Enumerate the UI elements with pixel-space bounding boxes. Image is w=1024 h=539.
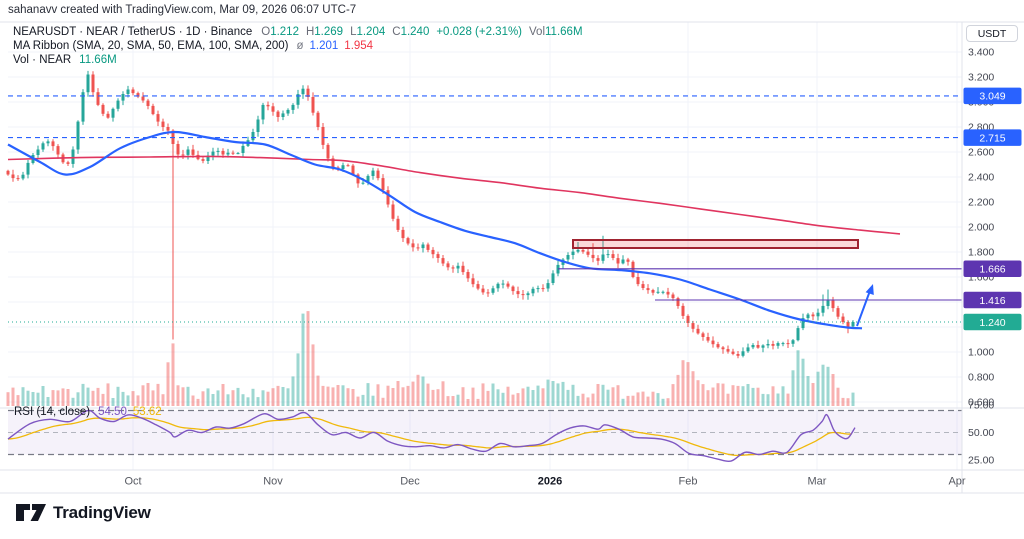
svg-text:2.000: 2.000 [968, 222, 994, 234]
close-label: C [392, 26, 401, 38]
svg-text:2.400: 2.400 [968, 172, 994, 184]
close-value: 1.240 [400, 26, 430, 38]
low-value: 1.204 [356, 26, 386, 38]
sma-50-line [7, 130, 863, 330]
svg-text:Apr: Apr [948, 476, 965, 488]
svg-text:1.000: 1.000 [968, 347, 994, 359]
svg-text:75.00: 75.00 [968, 400, 994, 412]
volume-value: 11.66M [545, 26, 583, 38]
supply-zone-box[interactable] [572, 239, 859, 249]
svg-text:1.240: 1.240 [979, 317, 1005, 329]
svg-text:Mar: Mar [808, 476, 827, 488]
currency-toggle-button[interactable]: USDT [966, 25, 1018, 42]
time-axis[interactable]: Oct Nov Dec 2026 Feb Mar Apr [124, 476, 965, 488]
window-title: sahanavv created with TradingView.com, M… [8, 4, 357, 16]
svg-text:Oct: Oct [124, 476, 141, 488]
ma-ribbon-name: MA Ribbon (SMA, 20, SMA, 50, EMA, 100, S… [13, 40, 289, 52]
svg-text:Feb: Feb [679, 476, 698, 488]
level-price-badge: 3.049 [963, 87, 1022, 105]
svg-text:3.200: 3.200 [968, 72, 994, 84]
svg-text:0.600: 0.600 [968, 397, 994, 409]
tradingview-footer-logo[interactable]: TradingView [16, 503, 151, 523]
high-label: H [305, 26, 315, 38]
rsi-line [7, 409, 856, 463]
change-value: +0.028 (+2.31%) [436, 26, 523, 38]
symbol-description: NEARUSDT · NEAR / TetherUS · 1D · Binanc… [13, 26, 253, 38]
svg-text:0.800: 0.800 [968, 372, 994, 384]
svg-text:Nov: Nov [263, 476, 283, 488]
current-price-badge: 1.240 [963, 313, 1022, 331]
legend-volume-row[interactable]: Vol · NEAR 11.66M [13, 54, 583, 68]
svg-text:3.049: 3.049 [979, 91, 1005, 103]
svg-text:1.800: 1.800 [968, 247, 994, 259]
svg-text:1.416: 1.416 [979, 295, 1005, 307]
volume-indicator-value: 11.66M [79, 54, 117, 66]
pane-borders [0, 21, 1024, 494]
ma-value-blue: 1.201 [309, 40, 339, 52]
volume-indicator-name: Vol · NEAR [13, 54, 72, 66]
price-axis[interactable]: 3.4003.2003.0002.8002.6002.4002.2002.000… [963, 47, 1022, 467]
tradingview-brand-text: TradingView [53, 503, 151, 522]
rsi-value: 54.50 [98, 406, 127, 418]
legend-ma-ribbon-row[interactable]: MA Ribbon (SMA, 20, SMA, 50, EMA, 100, S… [13, 40, 583, 54]
volume-label: Vol [529, 26, 546, 38]
svg-text:25.00: 25.00 [968, 455, 994, 467]
candlesticks [6, 70, 855, 359]
level-price-badge: 2.715 [963, 129, 1022, 146]
svg-text:2.600: 2.600 [968, 147, 994, 159]
svg-text:2.715: 2.715 [979, 132, 1005, 144]
ma-average-symbol: ø [296, 40, 304, 52]
moving-averages [7, 130, 901, 330]
breakout-arrow [856, 284, 874, 327]
level-price-badge: 1.416 [963, 291, 1022, 309]
svg-text:2.200: 2.200 [968, 197, 994, 209]
ma-value-red: 1.954 [344, 40, 374, 52]
svg-text:3.400: 3.400 [968, 47, 994, 59]
price-levels [8, 95, 962, 323]
open-label: O [261, 26, 271, 38]
legend-symbol-row[interactable]: NEARUSDT · NEAR / TetherUS · 1D · Binanc… [13, 26, 583, 40]
svg-text:2026: 2026 [538, 476, 562, 488]
svg-text:Dec: Dec [400, 476, 420, 488]
low-label: L [350, 26, 357, 38]
volume-bars [6, 311, 855, 406]
level-price-badge: 1.666 [963, 260, 1022, 277]
rsi-legend-row[interactable]: RSI (14, close) 54.50 53.62 [14, 406, 162, 418]
rsi-pane [7, 409, 962, 463]
sma-200-line [7, 155, 901, 235]
symbol-legend: NEARUSDT · NEAR / TetherUS · 1D · Binanc… [13, 26, 583, 68]
svg-text:50.00: 50.00 [968, 427, 994, 439]
rsi-ma-value: 53.62 [132, 406, 162, 418]
tradingview-logo-icon [16, 504, 46, 521]
svg-text:1.666: 1.666 [979, 264, 1005, 276]
open-value: 1.212 [270, 26, 299, 38]
rsi-ma-line [7, 416, 853, 457]
rsi-indicator-name: RSI (14, close) [14, 406, 91, 418]
high-value: 1.269 [314, 26, 344, 38]
